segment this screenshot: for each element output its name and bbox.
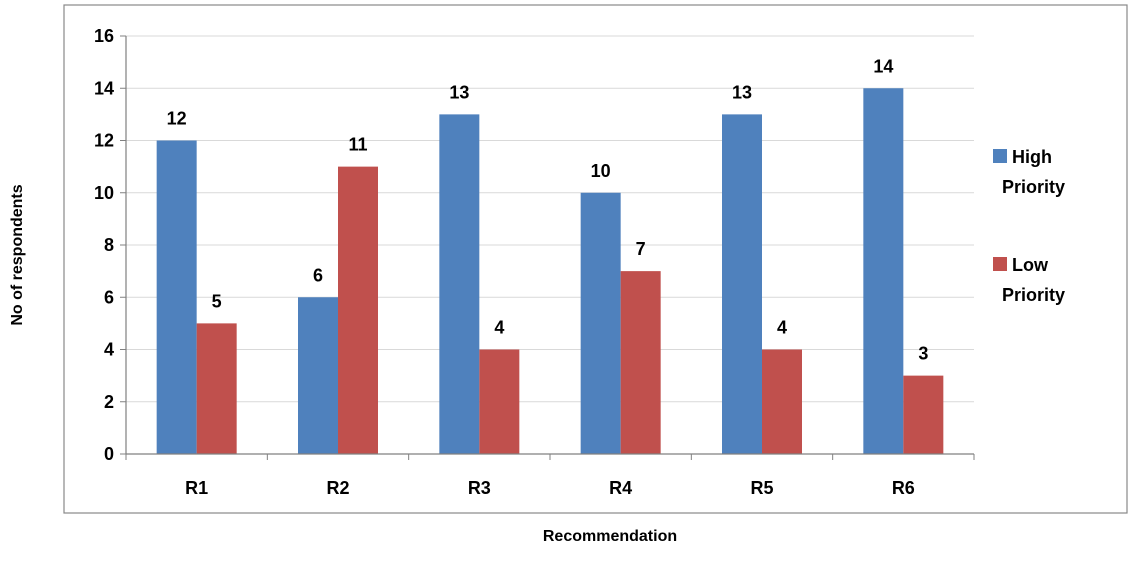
bar-low-priority-r1 [196, 323, 237, 454]
data-label: 10 [591, 161, 611, 181]
y-tick-label: 0 [104, 444, 114, 464]
x-tick-label: R1 [185, 478, 208, 498]
x-tick-label: R2 [326, 478, 349, 498]
bar-high-priority-r1 [156, 140, 197, 454]
data-label: 13 [449, 82, 469, 102]
data-label: 5 [212, 291, 222, 311]
data-label: 3 [918, 344, 928, 364]
gridlines [126, 35, 974, 403]
bar-high-priority-r2 [298, 297, 338, 454]
y-tick-label: 4 [104, 340, 114, 360]
data-label: 6 [313, 265, 323, 285]
bar-low-priority-r6 [903, 375, 944, 454]
legend-label: High Priority [1002, 147, 1065, 197]
y-tick-label: 2 [104, 392, 114, 412]
legend-swatch [993, 257, 1007, 271]
x-axis-title: Recommendation [543, 528, 677, 545]
bar-high-priority-r6 [863, 88, 904, 454]
bar-high-priority-r4 [580, 192, 621, 454]
x-tick-label: R5 [750, 478, 773, 498]
data-label: 11 [348, 135, 367, 155]
bar-high-priority-r3 [439, 114, 480, 454]
axes: 0 2 4 6 8 10 12 14 16 R1 R2 R3 R4 R5 R6 [94, 26, 975, 498]
bar-low-priority-r3 [479, 349, 520, 454]
data-label: 7 [636, 239, 646, 259]
bars [156, 88, 944, 454]
data-label: 4 [777, 318, 787, 338]
x-tick-label: R3 [468, 478, 491, 498]
legend: High Priority Low Priority [993, 147, 1065, 305]
y-tick-label: 8 [104, 235, 114, 255]
data-label: 14 [873, 56, 893, 76]
y-tick-label: 10 [94, 183, 114, 203]
bar-low-priority-r2 [338, 166, 378, 454]
bar-low-priority-r4 [620, 271, 661, 454]
y-tick-label: 6 [104, 287, 114, 307]
x-tick-label: R4 [609, 478, 632, 498]
bar-high-priority-r5 [722, 114, 762, 454]
data-label: 4 [494, 318, 504, 338]
y-tick-label: 12 [94, 131, 114, 151]
data-labels: 12 5 6 11 13 4 10 7 13 4 14 3 [167, 56, 929, 363]
y-tick-label: 16 [94, 26, 114, 46]
y-tick-label: 14 [94, 78, 114, 98]
legend-label: Low Priority [1002, 255, 1065, 305]
legend-swatch [993, 149, 1007, 163]
x-tick-label: R6 [892, 478, 915, 498]
y-axis-title: No of respondents [9, 184, 26, 325]
data-label: 12 [167, 109, 187, 129]
data-label: 13 [732, 82, 752, 102]
bar-low-priority-r5 [762, 349, 802, 454]
